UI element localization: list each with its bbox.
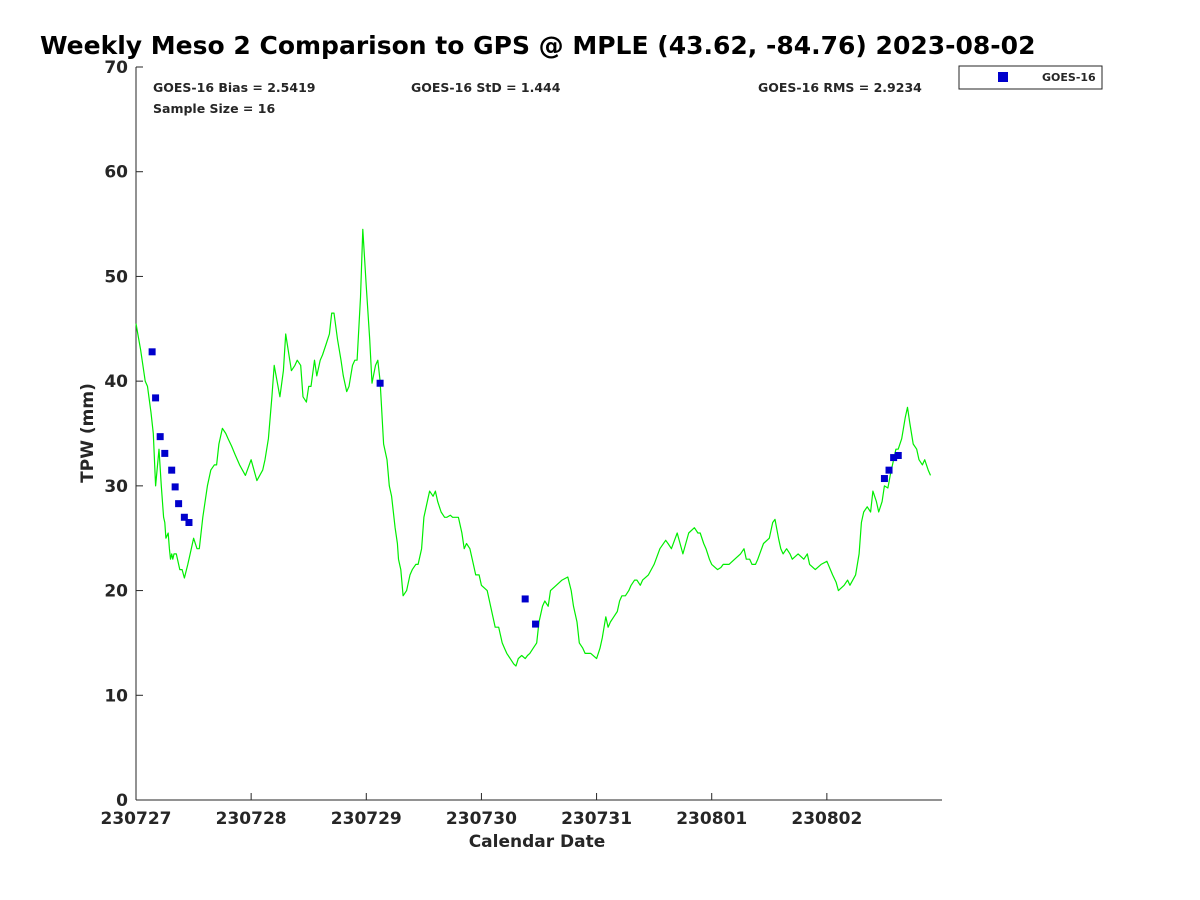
y-tick-label: 20 <box>104 582 128 602</box>
goes16-point <box>521 595 529 603</box>
y-tick-label: 60 <box>104 163 128 183</box>
x-tick-label: 230730 <box>446 809 517 829</box>
legend: GOES-16 <box>958 65 1103 90</box>
y-tick-label: 30 <box>104 477 128 497</box>
goes16-point <box>161 449 169 457</box>
goes16-point <box>168 466 176 474</box>
x-tick-label: 230801 <box>676 809 747 829</box>
gps-line <box>135 228 932 667</box>
sample-size-stat: Sample Size = 16 <box>153 101 275 116</box>
goes16-series <box>148 348 902 628</box>
goes16-point <box>175 500 183 508</box>
bias-stat: GOES-16 Bias = 2.5419 <box>153 80 315 95</box>
goes16-point <box>894 451 902 459</box>
x-axis-label: Calendar Date <box>469 832 606 852</box>
goes16-point <box>148 348 156 356</box>
legend-box <box>958 65 1103 90</box>
y-tick-label: 70 <box>104 58 128 78</box>
goes16-point <box>156 433 164 441</box>
goes16-point <box>532 620 540 628</box>
rms-stat: GOES-16 RMS = 2.9234 <box>758 80 922 95</box>
x-tick-label: 230727 <box>101 809 172 829</box>
goes16-point <box>885 466 893 474</box>
y-tick-label: 40 <box>104 372 128 392</box>
plot-area <box>135 67 942 801</box>
x-axis-ticks: 230727 230728 230729 230730 230731 230801 2308… <box>101 793 862 829</box>
x-tick-label: 230802 <box>791 809 862 829</box>
goes16-point <box>890 454 898 462</box>
goes16-point <box>152 394 160 402</box>
goes16-point <box>180 513 188 521</box>
x-tick-label: 230731 <box>561 809 632 829</box>
y-tick-label: 0 <box>116 791 128 811</box>
y-axis-label: TPW (mm) <box>78 383 98 483</box>
y-tick-label: 50 <box>104 267 128 287</box>
y-tick-label: 10 <box>104 686 128 706</box>
std-stat: GOES-16 StD = 1.444 <box>411 80 561 95</box>
y-axis-ticks: 0 10 20 30 40 50 60 70 <box>104 58 143 811</box>
goes16-point <box>171 483 179 491</box>
legend-marker-goes16 <box>998 72 1008 82</box>
legend-label-goes16: GOES-16 <box>1042 71 1096 84</box>
x-tick-label: 230729 <box>331 809 402 829</box>
gps-series <box>135 228 932 667</box>
chart-title: Weekly Meso 2 Comparison to GPS @ MPLE (… <box>40 31 1035 60</box>
goes16-point <box>185 519 193 527</box>
goes16-point <box>376 379 384 387</box>
x-tick-label: 230728 <box>216 809 287 829</box>
goes16-point <box>880 475 888 483</box>
